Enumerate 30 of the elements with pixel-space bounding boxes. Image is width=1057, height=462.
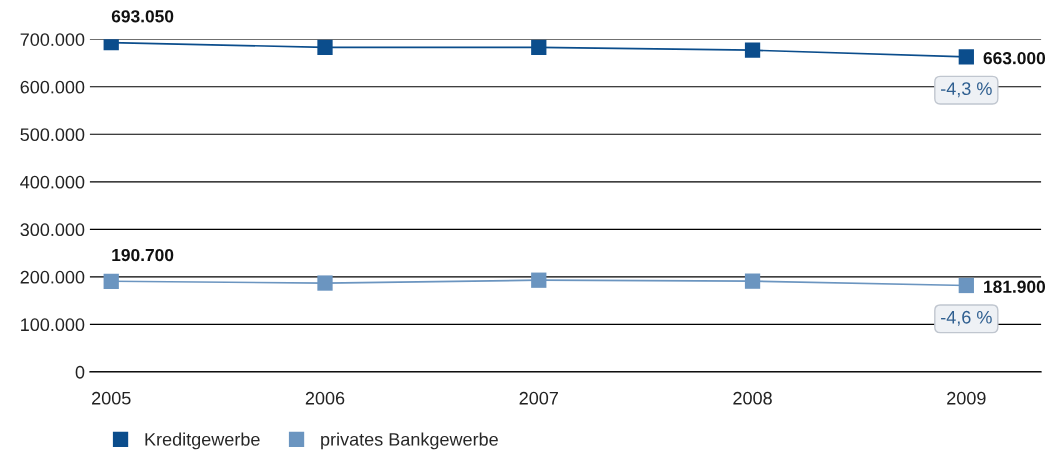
x-tick-label: 2006 (305, 391, 345, 405)
point (744, 273, 761, 289)
y-tick-label: 0 (75, 365, 85, 379)
point (317, 39, 333, 55)
data-label: 190.700 (112, 248, 174, 262)
legend-label: privates Bankgewerbe (321, 432, 498, 450)
y-tick-label: 700.000 (20, 33, 85, 46)
y-tick-label: 500.000 (20, 128, 85, 142)
data-label: 181.900 (984, 280, 1046, 293)
point (531, 39, 547, 55)
point (103, 273, 119, 289)
point (958, 277, 974, 294)
y-tick-label: 300.000 (20, 223, 85, 237)
x-tick-label: 2005 (92, 391, 131, 405)
y-tick-label: 600.000 (20, 80, 85, 94)
x-tick-label: 2007 (519, 391, 558, 405)
y-tick-label: 400.000 (20, 175, 85, 189)
legend-label: Kreditgewerbe (145, 432, 260, 450)
point (744, 42, 761, 58)
data-label: 693.050 (111, 10, 174, 23)
data-label: 663.000 (983, 52, 1046, 65)
x-tick-label: 2008 (733, 391, 772, 405)
y-tick-label: 100.000 (21, 318, 85, 332)
point (317, 275, 333, 291)
annotation: -4,6 % (941, 310, 992, 326)
point (958, 49, 974, 65)
x-tick-label: 2009 (947, 391, 986, 405)
y-tick-label: 200.000 (20, 270, 85, 284)
point (531, 272, 547, 288)
annotation: -4,3 % (941, 82, 992, 98)
